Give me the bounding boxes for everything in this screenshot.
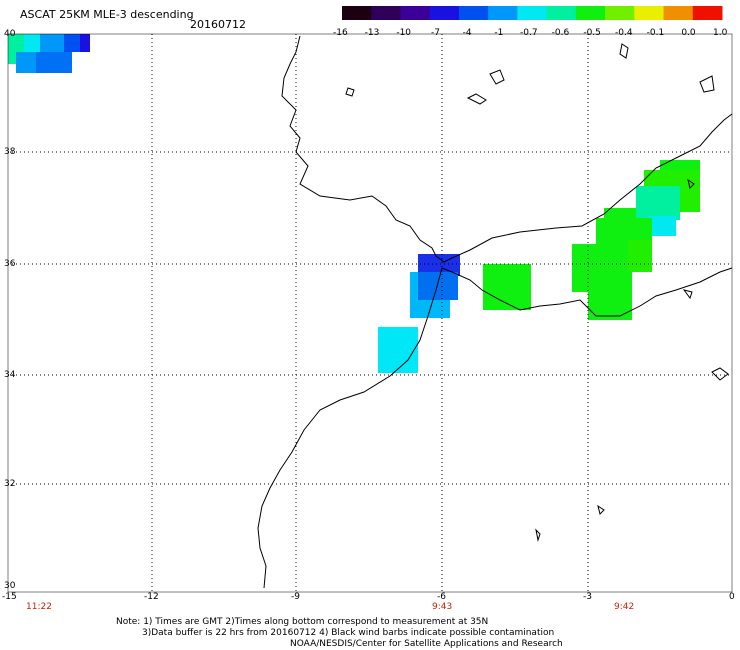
colorbar-tick-label: -7 — [431, 28, 440, 38]
colorbar-tick-label: -1 — [494, 28, 504, 38]
colorbar-tick-label: -4 — [462, 28, 472, 38]
lat-label: 40 — [4, 29, 16, 39]
colorbar-tick-label: -0.6 — [551, 28, 570, 38]
data-cell — [16, 52, 36, 73]
colorbar-swatch — [371, 6, 401, 20]
lat-label: 36 — [4, 259, 16, 269]
footnote-line-2: 3)Data buffer is 22 hrs from 20160712 4)… — [142, 628, 555, 638]
colorbar-tick-label: 0.0 — [681, 28, 696, 38]
lat-label: 34 — [4, 370, 16, 380]
lon-label: -3 — [583, 592, 592, 602]
coastlines — [257, 35, 733, 589]
colorbar-swatch — [488, 6, 518, 20]
colorbar-swatch — [634, 6, 665, 20]
map-title: ASCAT 25KM MLE-3 descending — [20, 8, 194, 21]
data-cell — [40, 34, 64, 54]
colorbar-swatch — [458, 6, 489, 20]
lon-label: -9 — [291, 592, 300, 602]
colorbar-tick-label: -10 — [396, 28, 412, 38]
colorbar-tick-label: -0.1 — [646, 28, 665, 38]
colorbar-swatch — [575, 6, 606, 20]
colorbar-swatch — [429, 6, 460, 20]
colorbar-swatch — [605, 6, 635, 20]
lat-lon-grid — [8, 34, 732, 592]
colorbar-tick-label: -0.4 — [615, 28, 633, 38]
pass-time: 9:42 — [614, 602, 635, 612]
colorbar-swatch — [517, 6, 548, 20]
colorbar-swatch — [400, 6, 431, 20]
colorbar-swatch — [342, 6, 372, 20]
colorbar — [342, 6, 723, 20]
colorbar-swatch — [692, 6, 723, 20]
lat-label: 32 — [4, 479, 16, 489]
pass-time: 9:43 — [432, 602, 453, 612]
colorbar-tick-label: 1.0 — [713, 28, 728, 38]
data-cell — [636, 186, 680, 220]
credit-line: NOAA/NESDIS/Center for Satellite Applica… — [290, 639, 563, 649]
map-date: 20160712 — [190, 18, 246, 31]
data-cell — [80, 34, 90, 52]
colorbar-tick-label: -13 — [364, 28, 380, 38]
lat-label: 30 — [4, 581, 16, 591]
pass-time: 11:22 — [26, 602, 52, 612]
map-frame — [7, 33, 733, 593]
footnote-line-1: Note: 1) Times are GMT 2)Times along bot… — [116, 617, 489, 627]
data-cell — [24, 34, 40, 52]
data-cell — [418, 272, 458, 300]
colorbar-swatch — [663, 6, 694, 20]
lon-label: 0 — [729, 592, 735, 602]
data-cell — [588, 270, 632, 320]
data-cell — [64, 34, 80, 52]
mle-data-cells — [8, 34, 700, 373]
lon-label: -12 — [144, 592, 159, 602]
lon-label: -15 — [2, 592, 17, 602]
data-cell — [36, 52, 72, 73]
lon-label: -6 — [437, 592, 446, 602]
lat-label: 38 — [4, 147, 16, 157]
data-cell — [483, 264, 531, 310]
colorbar-tick-label: -0.7 — [520, 28, 538, 38]
colorbar-tick-label: -16 — [333, 28, 348, 38]
colorbar-swatch — [546, 6, 577, 20]
data-cell — [628, 240, 652, 272]
colorbar-tick-label: -0.5 — [583, 28, 601, 38]
data-cell — [648, 216, 676, 236]
data-cell — [378, 327, 418, 373]
